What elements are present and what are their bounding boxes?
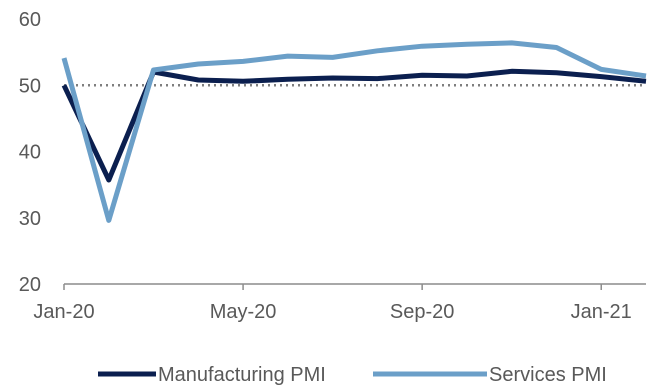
x-tick-label-Sep-20: Sep-20 bbox=[390, 301, 455, 323]
y-tick-label-30: 30 bbox=[19, 208, 41, 230]
y-tick-label-20: 20 bbox=[19, 274, 41, 296]
legend-label-manufacturing-pmi: Manufacturing PMI bbox=[158, 364, 326, 385]
y-tick-label-60: 60 bbox=[19, 9, 41, 31]
y-tick-label-50: 50 bbox=[19, 75, 41, 97]
series-line-services-pmi bbox=[61, 40, 647, 223]
x-tick-label-Jan-20: Jan-20 bbox=[33, 301, 94, 323]
legend: Manufacturing PMI Services PMI bbox=[98, 364, 607, 385]
x-axis-tick-marks bbox=[63, 284, 602, 290]
series-lines bbox=[61, 40, 647, 223]
x-tick-label-Jan-21: Jan-21 bbox=[571, 301, 632, 323]
series-line-manufacturing-pmi bbox=[61, 68, 647, 183]
y-tick-label-40: 40 bbox=[19, 142, 41, 164]
legend-label-services-pmi: Services PMI bbox=[489, 364, 607, 385]
x-tick-label-May-20: May-20 bbox=[210, 301, 277, 323]
y-axis-ticks: 20 30 40 50 60 bbox=[19, 9, 41, 296]
x-axis-ticks: Jan-20 May-20 Sep-20 Jan-21 bbox=[33, 301, 631, 323]
